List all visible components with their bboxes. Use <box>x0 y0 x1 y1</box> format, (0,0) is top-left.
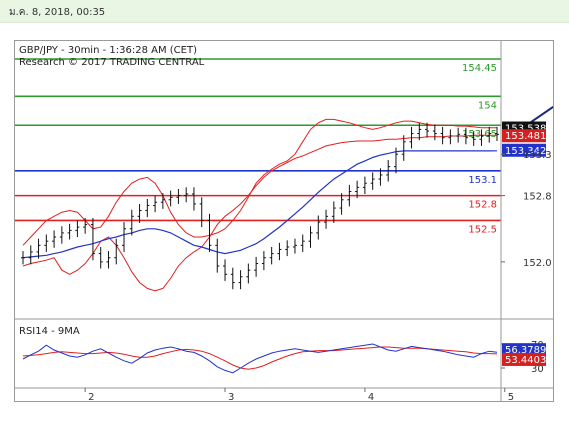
moving-average-line <box>22 150 498 259</box>
rsi-badge <box>502 352 546 366</box>
y-tick-label: 153.3 <box>523 150 552 161</box>
price-badge <box>502 129 546 143</box>
price-badge-label: 153.538 <box>505 124 546 135</box>
timestamp: ม.ค. 8, 2018, 00:35 <box>9 7 106 18</box>
header-bar: ม.ค. 8, 2018, 00:35 <box>0 0 569 23</box>
rsi-ma-line <box>22 346 498 370</box>
price-chart: 154.45154153.65153.1152.8152.5153.538153… <box>15 41 569 403</box>
rsi-tick-label: 30 <box>531 364 544 375</box>
level-label: 152.5 <box>468 224 497 235</box>
level-label: 154 <box>478 100 497 111</box>
chart-frame: 154.45 154 153.65 153.1 152.8 152.5 153.538 153… <box>14 40 569 403</box>
y-tick-label: 152.8 <box>523 192 552 203</box>
level-label: 152.8 <box>468 200 497 211</box>
x-tick-label: 3 <box>228 392 234 401</box>
x-tick-label: 2 <box>88 392 94 401</box>
rsi-badge-label: 56.3789 <box>505 345 546 356</box>
x-tick-label: 5 <box>508 392 514 401</box>
rsi-line <box>22 343 498 374</box>
price-badge-label: 153.342 <box>505 146 546 157</box>
chart-subtitle: Research © 2017 TRADING CENTRAL <box>19 57 205 68</box>
x-tick-label: 4 <box>368 392 374 401</box>
chart-title: GBP/JPY - 30min - 1:36:28 AM (CET) <box>19 45 197 56</box>
rsi-badge-label: 53.4403 <box>505 355 546 366</box>
bollinger-lower-line <box>22 134 497 292</box>
price-badge-label: 153.481 <box>505 131 546 142</box>
level-label: 153.1 <box>468 175 497 186</box>
price-badge <box>502 143 546 157</box>
rsi-label: RSI14 - 9MA <box>19 326 80 337</box>
level-label: 154.45 <box>462 63 497 74</box>
rsi-badge <box>502 343 546 357</box>
bollinger-upper-line <box>22 118 497 246</box>
y-tick-label: 152.0 <box>523 258 552 269</box>
